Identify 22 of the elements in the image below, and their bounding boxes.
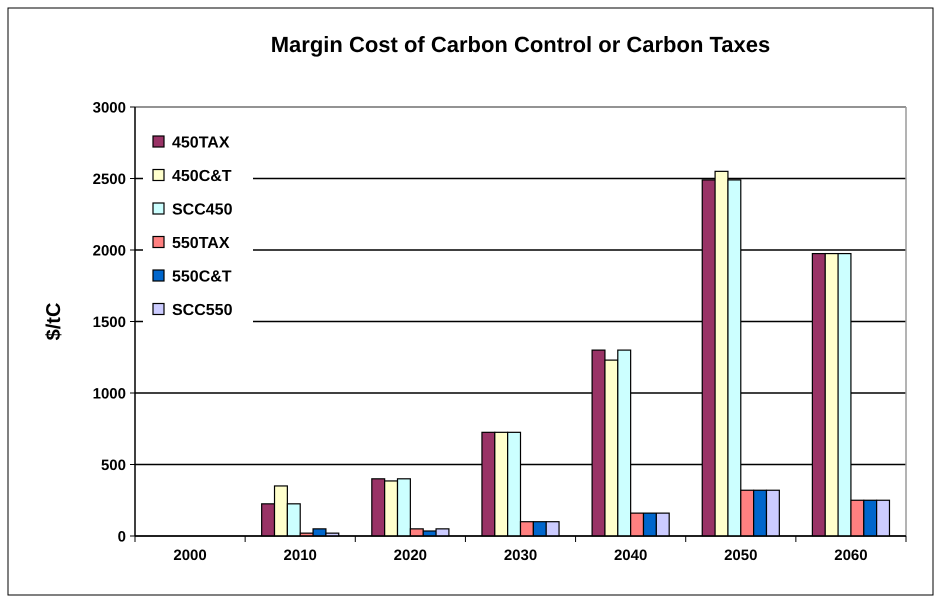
legend-label: 450C&T — [172, 168, 232, 186]
legend-label: SCC550 — [172, 302, 233, 320]
x-tick-label: 2030 — [504, 547, 538, 564]
x-tick-label: 2040 — [614, 547, 648, 564]
y-tick-label: 2000 — [92, 242, 126, 260]
legend-label: 550C&T — [172, 268, 232, 286]
y-tick-label: 1000 — [92, 385, 126, 402]
x-tick-label: 2060 — [834, 547, 868, 564]
y-tick-label: 500 — [100, 456, 126, 474]
legend-label: 550TAX — [172, 235, 230, 252]
y-tick-label: 3000 — [92, 99, 126, 116]
chart-title: Margin Cost of Carbon Control or Carbon Taxes — [270, 32, 770, 57]
legend-label: 450TAX — [172, 134, 230, 152]
y-tick-label: 0 — [118, 528, 126, 546]
x-tick-label: 2050 — [724, 547, 758, 564]
legend-label: SCC450 — [172, 202, 233, 219]
x-tick-label: 2010 — [284, 547, 317, 564]
y-tick-label: 2500 — [92, 170, 126, 188]
x-tick-label: 2020 — [394, 547, 428, 564]
y-tick-label: 1500 — [92, 314, 126, 331]
x-tick-label: 2000 — [173, 547, 207, 564]
y-axis-title: $/tC — [43, 302, 65, 340]
